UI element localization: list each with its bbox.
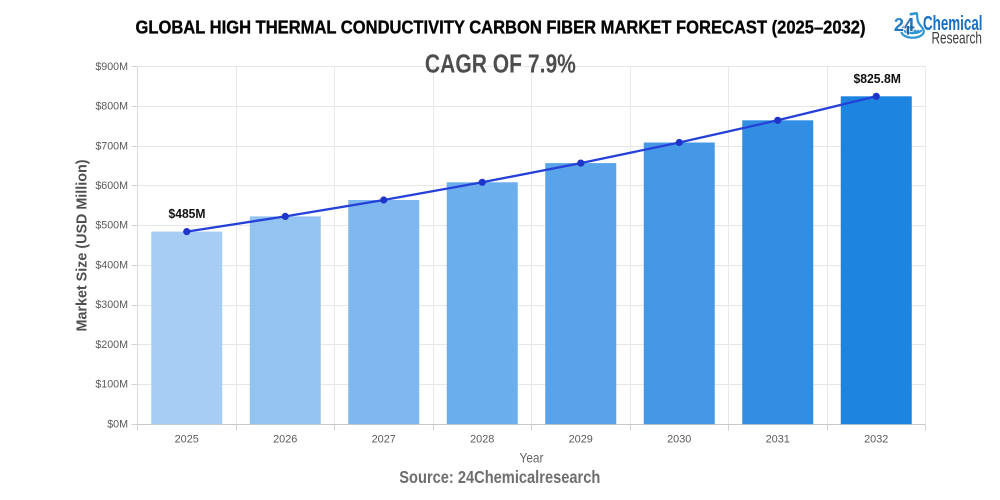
svg-text:$0M: $0M	[107, 418, 128, 430]
svg-text:$825.8M: $825.8M	[853, 71, 901, 86]
svg-text:$900M: $900M	[95, 61, 128, 73]
svg-text:GLOBAL HIGH THERMAL CONDUCTIVI: GLOBAL HIGH THERMAL CONDUCTIVITY CARBON …	[136, 17, 866, 37]
svg-text:2032: 2032	[864, 434, 888, 446]
svg-text:$500M: $500M	[95, 220, 128, 232]
svg-text:2031: 2031	[766, 434, 790, 446]
svg-text:$400M: $400M	[95, 260, 128, 272]
svg-text:2028: 2028	[470, 434, 494, 446]
svg-text:Source: 24Chemicalresearch: Source: 24Chemicalresearch	[399, 467, 600, 487]
svg-text:$485M: $485M	[169, 206, 206, 221]
svg-text:2029: 2029	[569, 434, 593, 446]
svg-text:CAGR OF 7.9%: CAGR OF 7.9%	[425, 50, 576, 78]
svg-text:Chemical: Chemical	[923, 13, 983, 35]
svg-text:2027: 2027	[372, 434, 396, 446]
svg-text:Year: Year	[520, 450, 544, 465]
svg-text:2030: 2030	[667, 434, 691, 446]
svg-text:2025: 2025	[175, 434, 199, 446]
svg-text:2026: 2026	[273, 434, 297, 446]
svg-text:24: 24	[894, 14, 915, 35]
svg-text:$800M: $800M	[95, 101, 128, 113]
svg-text:Research: Research	[932, 29, 983, 47]
svg-text:$600M: $600M	[95, 180, 128, 192]
svg-text:$200M: $200M	[95, 339, 128, 351]
svg-text:$700M: $700M	[95, 140, 128, 152]
svg-text:$300M: $300M	[95, 299, 128, 311]
svg-text:$100M: $100M	[95, 379, 128, 391]
svg-text:Market Size (USD Million): Market Size (USD Million)	[74, 160, 91, 332]
